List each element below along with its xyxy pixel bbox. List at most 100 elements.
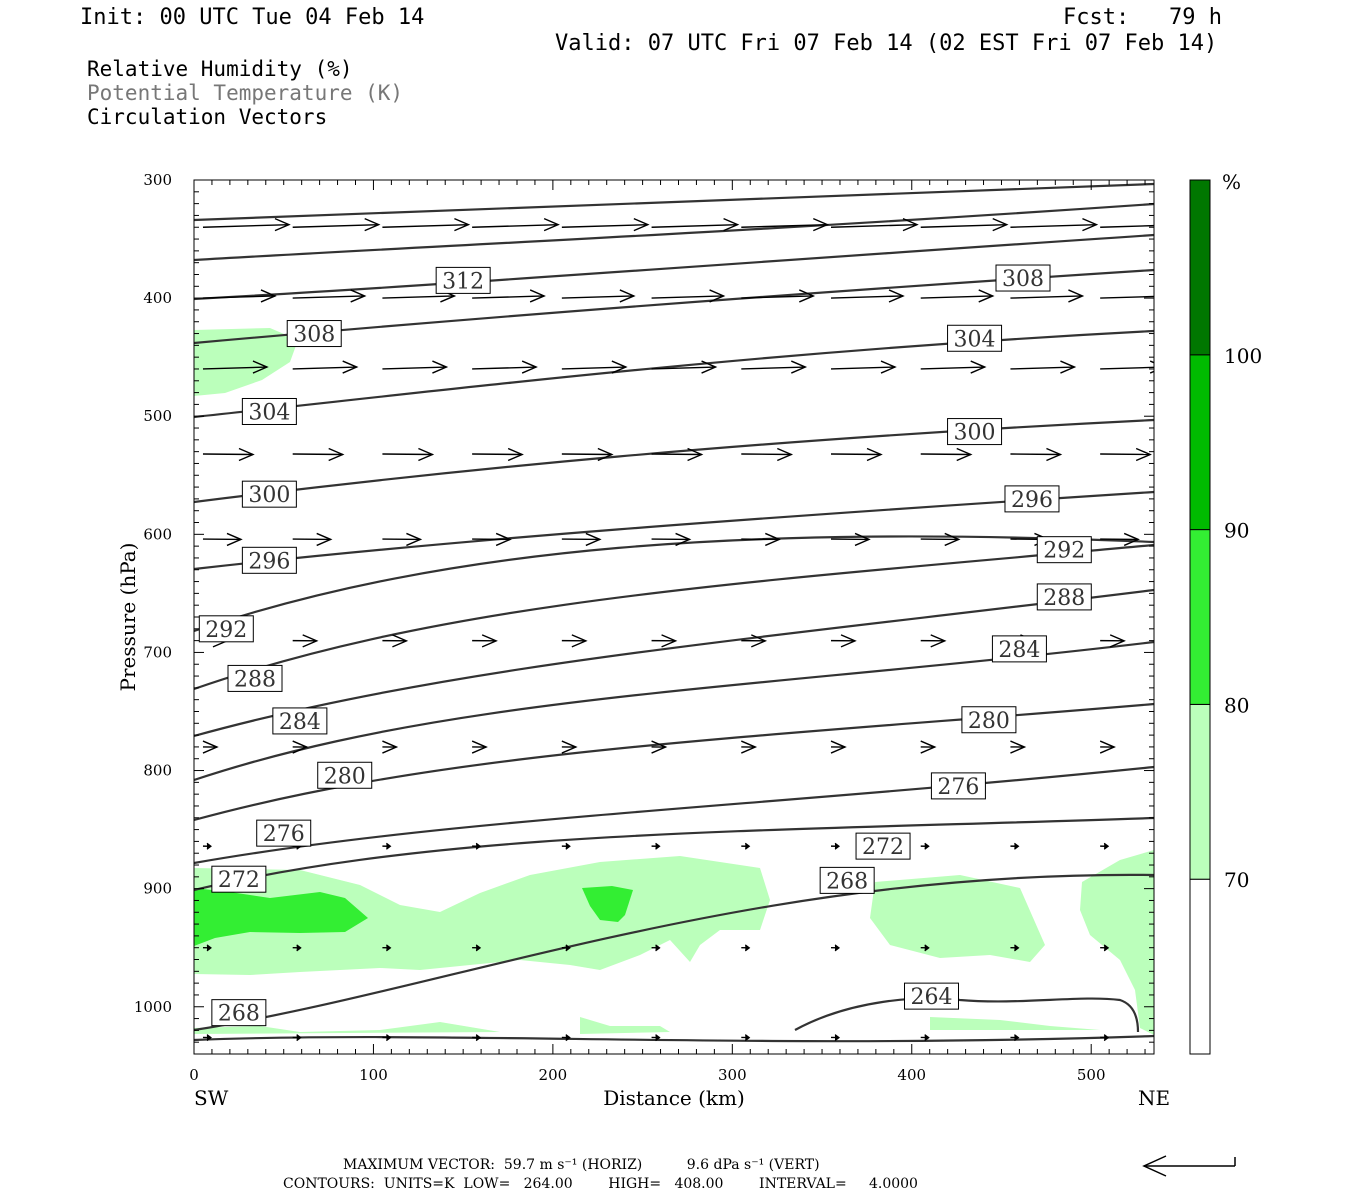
rh-70-region-surface-3 xyxy=(930,1017,1100,1030)
isentrope-label: 296 xyxy=(248,549,290,574)
wind-vector xyxy=(292,223,379,228)
wind-vector xyxy=(472,366,537,370)
isentrope-label: 268 xyxy=(826,869,868,894)
y-tick-label: 700 xyxy=(143,643,172,661)
wind-vector-head xyxy=(978,289,995,303)
wind-vector-head xyxy=(799,289,816,303)
wind-vector xyxy=(741,223,828,228)
isentrope-label: 292 xyxy=(1043,539,1085,564)
init-time: Init: 00 UTC Tue 04 Feb 14 xyxy=(80,5,425,30)
wind-vector-head xyxy=(1172,219,1186,231)
isentrope-label: 264 xyxy=(910,985,952,1010)
wind-vector-head xyxy=(924,944,930,952)
wind-vector-head xyxy=(1158,290,1172,302)
wind-vector-head xyxy=(406,532,423,547)
wind-vector-head xyxy=(854,532,871,547)
wind-vector-head xyxy=(611,360,628,374)
x-tick-label: 100 xyxy=(359,1066,388,1084)
colorbar-swatch xyxy=(1189,529,1211,705)
wind-vector-head xyxy=(561,740,578,754)
wind-vector-head xyxy=(619,289,636,303)
rh-80-region-mid xyxy=(582,886,633,922)
wind-vector xyxy=(1100,295,1154,299)
wind-vector-head xyxy=(382,740,399,754)
wind-vector-head xyxy=(834,842,841,850)
wind-vector-head xyxy=(902,218,919,232)
isentrope-label: 288 xyxy=(234,667,276,692)
y-axis-title: Pressure (hPa) xyxy=(116,543,140,692)
wind-vector-head xyxy=(565,1034,571,1042)
wind-vector-head xyxy=(386,842,392,850)
wind-vector-head xyxy=(206,944,212,952)
wind-vector xyxy=(1010,295,1083,299)
colorbar-level-label: 90 xyxy=(1224,519,1249,543)
wind-vector-head xyxy=(202,740,219,754)
wind-vector-head xyxy=(655,944,661,952)
y-tick-label: 800 xyxy=(143,762,172,780)
wind-vector-head xyxy=(970,360,987,374)
field-vectors: Circulation Vectors xyxy=(87,105,328,129)
wind-vector-head xyxy=(1109,634,1126,648)
isentrope-path xyxy=(194,1034,1154,1043)
wind-vector xyxy=(1010,366,1075,370)
wind-vector-head xyxy=(651,740,668,754)
axis-labels: 300 400 500 600 700 800 900 1000 0 100 200 300 400 50… xyxy=(116,171,1170,1110)
wind-vector-head xyxy=(655,842,661,850)
wind-vector-head xyxy=(392,634,409,648)
wind-vector-head xyxy=(597,447,614,462)
x-axis-title: Distance (km) xyxy=(603,1086,745,1110)
isentrope-label: 304 xyxy=(248,400,290,425)
wind-vector-head xyxy=(260,289,277,303)
isentrope-label: 288 xyxy=(1043,586,1085,611)
wind-vector xyxy=(830,366,896,370)
wind-vector-head xyxy=(252,360,269,374)
colorbar-swatch xyxy=(1189,703,1211,880)
isentrope-label: 272 xyxy=(862,835,904,860)
wind-vector-head xyxy=(432,360,449,374)
wind-vector-head xyxy=(1014,842,1020,850)
wind-vector-head xyxy=(316,532,333,547)
isentrope-path xyxy=(194,640,1154,782)
wind-vector-head xyxy=(475,842,482,850)
wind-vector-head xyxy=(226,532,243,547)
wind-vector-head xyxy=(418,447,435,462)
wind-vector xyxy=(292,295,365,299)
wind-vector-head xyxy=(1068,289,1085,303)
x-tick-label: 400 xyxy=(897,1066,926,1084)
wind-vector xyxy=(382,453,433,456)
wind-vector xyxy=(472,223,559,228)
isentrope-label-box xyxy=(995,264,1051,292)
wind-vector-head xyxy=(840,634,857,648)
wind-vector xyxy=(920,295,993,299)
wind-vector xyxy=(651,223,738,228)
wind-vector-head xyxy=(956,447,973,462)
wind-vector-head xyxy=(834,1034,841,1042)
wind-vector-head xyxy=(709,289,726,303)
isentrope-label-box xyxy=(855,832,911,860)
isentrope-label-box xyxy=(211,999,267,1027)
isentrope-label-box xyxy=(317,761,373,789)
wind-vector xyxy=(651,366,716,370)
wind-vector-head xyxy=(1099,740,1116,754)
wind-vector-head xyxy=(1103,842,1110,850)
isentrope-label-box xyxy=(947,324,1003,352)
colorbar-swatch xyxy=(1189,878,1211,1055)
wind-vector xyxy=(561,223,648,228)
isentrope-label: 284 xyxy=(998,638,1040,663)
rh-70-region-surface-2 xyxy=(580,1017,670,1034)
isentrope-label: 308 xyxy=(293,323,335,348)
wind-vector-head xyxy=(274,218,291,232)
isentrope-label: 312 xyxy=(442,269,484,294)
wind-vector xyxy=(1100,224,1154,228)
wind-vector xyxy=(920,366,985,370)
wind-vector xyxy=(202,366,267,370)
wind-vector xyxy=(741,453,792,456)
isentrope-label: 276 xyxy=(263,822,305,847)
isentrope-label: 284 xyxy=(279,710,321,735)
isentrope-label-box xyxy=(241,546,297,574)
field-rh: Relative Humidity (%) xyxy=(87,57,353,81)
isentrope-label-box xyxy=(227,664,283,692)
isentrope-label-box xyxy=(819,866,875,894)
wind-vector-head xyxy=(744,1034,751,1042)
